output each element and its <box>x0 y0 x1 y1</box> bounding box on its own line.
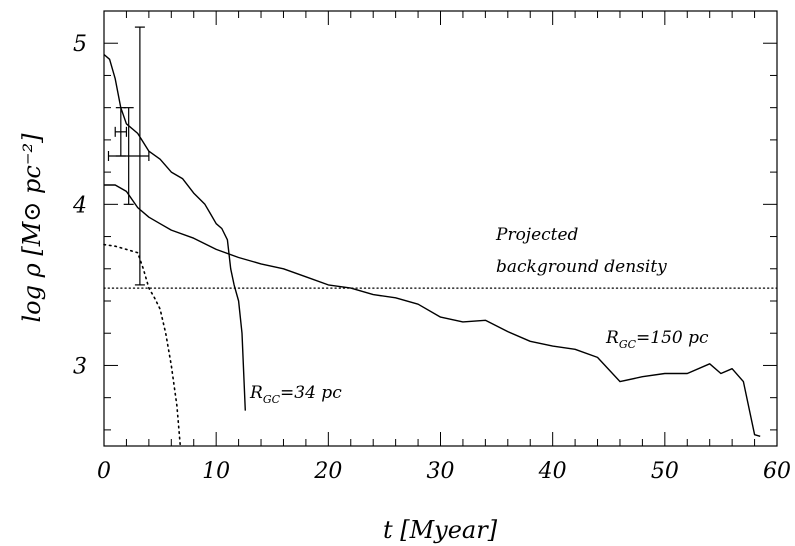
annotation-background-line2: background density <box>496 257 667 277</box>
y-tick-label: 4 <box>72 193 87 218</box>
y-axis-label: log ρ [M⊙ pc⁻²] <box>18 133 46 323</box>
label-rgc-34: RGC=34 pc <box>249 383 342 406</box>
label-rgc-34-sub: GC <box>263 393 281 406</box>
series-group <box>103 53 761 447</box>
x-tick-label: 20 <box>313 459 342 484</box>
x-tick-label: 30 <box>427 459 455 484</box>
x-tick-label: 10 <box>202 459 230 484</box>
label-rgc-150-sub: GC <box>619 338 637 351</box>
y-tick-label: 5 <box>73 32 87 57</box>
label-rgc-150-main: R <box>605 328 619 348</box>
label-rgc-34-rest: =34 pc <box>280 383 342 403</box>
series-line-3 <box>103 243 182 447</box>
x-axis-label: t [Myear] <box>383 516 498 544</box>
error-bars-group <box>107 26 150 286</box>
label-rgc-150-rest: =150 pc <box>636 328 709 348</box>
x-tick-label: 40 <box>538 459 567 484</box>
annotation-background-line1: Projected <box>495 225 579 245</box>
series-line-1 <box>103 53 246 411</box>
y-tick-label: 3 <box>73 354 87 379</box>
label-rgc-34-main: R <box>249 383 263 403</box>
plot-frame <box>103 10 778 447</box>
x-tick-label: 50 <box>651 459 679 484</box>
x-tick-label: 60 <box>763 459 791 484</box>
series-line-2 <box>104 184 761 437</box>
axis-ticks <box>103 10 778 446</box>
label-rgc-150: RGC=150 pc <box>605 328 709 351</box>
x-tick-label: 0 <box>97 459 111 484</box>
tick-labels: 0 10 20 30 40 50 60 3 4 5 <box>72 32 791 484</box>
